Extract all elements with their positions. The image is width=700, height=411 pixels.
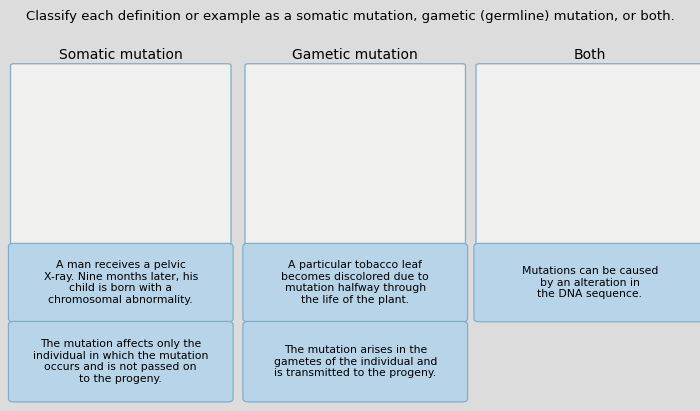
FancyBboxPatch shape bbox=[10, 64, 231, 245]
Text: Classify each definition or example as a somatic mutation, gametic (germline) mu: Classify each definition or example as a… bbox=[26, 10, 674, 23]
Text: Mutations can be caused
by an alteration in
the DNA sequence.: Mutations can be caused by an alteration… bbox=[522, 266, 658, 299]
FancyBboxPatch shape bbox=[8, 243, 233, 322]
Text: The mutation arises in the
gametes of the individual and
is transmitted to the p: The mutation arises in the gametes of th… bbox=[274, 345, 437, 378]
Text: A particular tobacco leaf
becomes discolored due to
mutation halfway through
the: A particular tobacco leaf becomes discol… bbox=[281, 260, 429, 305]
Text: A man receives a pelvic
X-ray. Nine months later, his
child is born with a
chrom: A man receives a pelvic X-ray. Nine mont… bbox=[43, 260, 198, 305]
FancyBboxPatch shape bbox=[245, 64, 466, 245]
Text: Both: Both bbox=[573, 48, 606, 62]
Text: The mutation affects only the
individual in which the mutation
occurs and is not: The mutation affects only the individual… bbox=[33, 339, 209, 384]
FancyBboxPatch shape bbox=[474, 243, 700, 322]
FancyBboxPatch shape bbox=[243, 321, 468, 402]
FancyBboxPatch shape bbox=[476, 64, 700, 245]
Text: Somatic mutation: Somatic mutation bbox=[59, 48, 183, 62]
FancyBboxPatch shape bbox=[8, 321, 233, 402]
Text: Gametic mutation: Gametic mutation bbox=[293, 48, 418, 62]
FancyBboxPatch shape bbox=[243, 243, 468, 322]
